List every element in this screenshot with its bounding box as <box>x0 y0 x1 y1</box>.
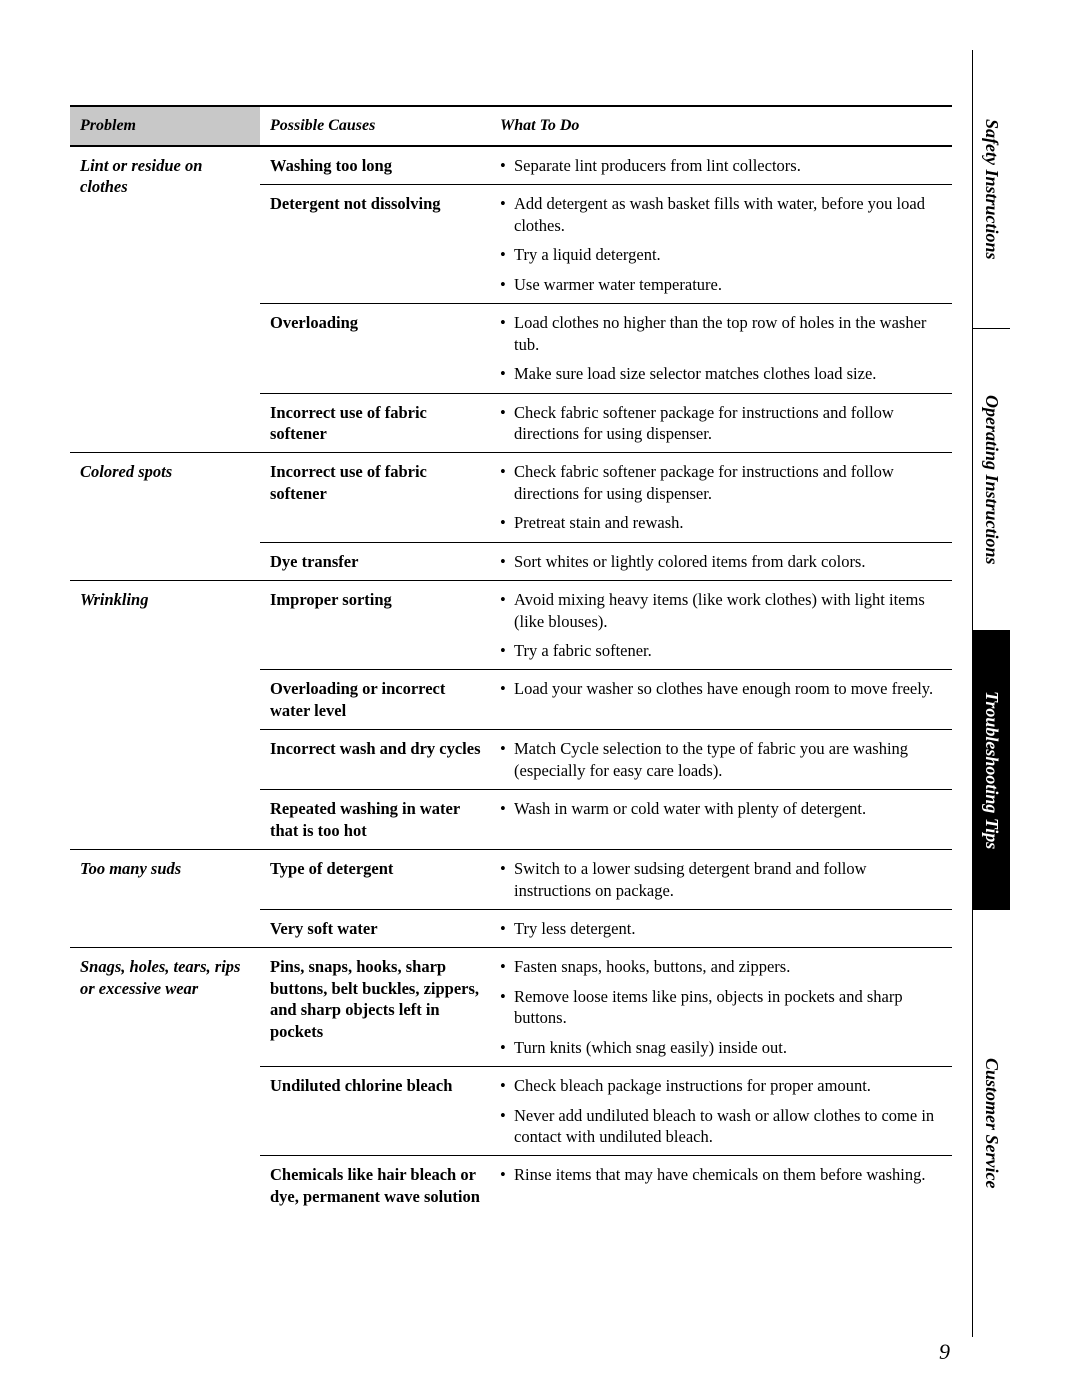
cause-cell: Type of detergent <box>260 850 490 910</box>
problem-cell: Wrinkling <box>70 581 260 850</box>
todo-item: Add detergent as wash basket fills with … <box>500 193 944 236</box>
todo-item: Try a liquid detergent. <box>500 244 944 265</box>
todo-list: Rinse items that may have chemicals on t… <box>500 1164 944 1185</box>
todo-list: Check fabric softener package for instru… <box>500 402 944 445</box>
todo-list: Wash in warm or cold water with plenty o… <box>500 798 944 819</box>
cause-cell: Improper sorting <box>260 581 490 670</box>
cause-cell: Washing too long <box>260 146 490 185</box>
cause-cell: Pins, snaps, hooks, sharp buttons, belt … <box>260 948 490 1067</box>
side-tabs: Safety Instructions Operating Instructio… <box>972 50 1010 1337</box>
todo-item: Try a fabric softener. <box>500 640 944 661</box>
todo-cell: Rinse items that may have chemicals on t… <box>490 1156 952 1215</box>
todo-cell: Sort whites or lightly colored items fro… <box>490 542 952 580</box>
todo-cell: Wash in warm or cold water with plenty o… <box>490 790 952 850</box>
todo-list: Load your washer so clothes have enough … <box>500 678 944 699</box>
todo-cell: Add detergent as wash basket fills with … <box>490 185 952 304</box>
table-header-row: Problem Possible Causes What To Do <box>70 106 952 146</box>
todo-list: Check bleach package instructions for pr… <box>500 1075 944 1147</box>
todo-item: Never add undiluted bleach to wash or al… <box>500 1105 944 1148</box>
table-row: Snags, holes, tears, rips or excessive w… <box>70 948 952 1067</box>
table-row: Colored spotsIncorrect use of fabric sof… <box>70 453 952 542</box>
table-row: Lint or residue on clothesWashing too lo… <box>70 146 952 185</box>
page-number: 9 <box>939 1339 950 1365</box>
todo-cell: Fasten snaps, hooks, buttons, and zipper… <box>490 948 952 1067</box>
todo-cell: Check fabric softener package for instru… <box>490 393 952 453</box>
todo-item: Match Cycle selection to the type of fab… <box>500 738 944 781</box>
todo-list: Sort whites or lightly colored items fro… <box>500 551 944 572</box>
cause-cell: Dye transfer <box>260 542 490 580</box>
cause-cell: Undiluted chlorine bleach <box>260 1067 490 1156</box>
cause-cell: Incorrect use of fabric softener <box>260 453 490 542</box>
problem-cell: Too many suds <box>70 850 260 948</box>
header-todo: What To Do <box>490 106 952 146</box>
todo-cell: Try less detergent. <box>490 909 952 947</box>
todo-item: Wash in warm or cold water with plenty o… <box>500 798 944 819</box>
todo-list: Check fabric softener package for instru… <box>500 461 944 533</box>
cause-cell: Chemicals like hair bleach or dye, perma… <box>260 1156 490 1215</box>
todo-item: Load your washer so clothes have enough … <box>500 678 944 699</box>
tab-troubleshooting-tips[interactable]: Troubleshooting Tips <box>973 631 1010 910</box>
todo-item: Make sure load size selector matches clo… <box>500 363 944 384</box>
todo-item: Separate lint producers from lint collec… <box>500 155 944 176</box>
todo-item: Load clothes no higher than the top row … <box>500 312 944 355</box>
todo-list: Switch to a lower sudsing detergent bran… <box>500 858 944 901</box>
todo-item: Fasten snaps, hooks, buttons, and zipper… <box>500 956 944 977</box>
todo-item: Remove loose items like pins, objects in… <box>500 986 944 1029</box>
cause-cell: Very soft water <box>260 909 490 947</box>
todo-list: Match Cycle selection to the type of fab… <box>500 738 944 781</box>
todo-item: Rinse items that may have chemicals on t… <box>500 1164 944 1185</box>
todo-cell: Match Cycle selection to the type of fab… <box>490 730 952 790</box>
cause-cell: Incorrect use of fabric softener <box>260 393 490 453</box>
todo-list: Add detergent as wash basket fills with … <box>500 193 944 295</box>
todo-cell: Check bleach package instructions for pr… <box>490 1067 952 1156</box>
todo-list: Fasten snaps, hooks, buttons, and zipper… <box>500 956 944 1058</box>
todo-list: Separate lint producers from lint collec… <box>500 155 944 176</box>
todo-item: Use warmer water temperature. <box>500 274 944 295</box>
cause-cell: Incorrect wash and dry cycles <box>260 730 490 790</box>
todo-cell: Avoid mixing heavy items (like work clot… <box>490 581 952 670</box>
cause-cell: Repeated washing in water that is too ho… <box>260 790 490 850</box>
todo-item: Pretreat stain and rewash. <box>500 512 944 533</box>
todo-cell: Load clothes no higher than the top row … <box>490 304 952 393</box>
cause-cell: Detergent not dissolving <box>260 185 490 304</box>
todo-cell: Switch to a lower sudsing detergent bran… <box>490 850 952 910</box>
todo-cell: Load your washer so clothes have enough … <box>490 670 952 730</box>
cause-cell: Overloading or incorrect water level <box>260 670 490 730</box>
tab-customer-service[interactable]: Customer Service <box>973 910 1010 1337</box>
table-row: WrinklingImproper sortingAvoid mixing he… <box>70 581 952 670</box>
problem-cell: Snags, holes, tears, rips or excessive w… <box>70 948 260 1215</box>
header-cause: Possible Causes <box>260 106 490 146</box>
todo-item: Check fabric softener package for instru… <box>500 402 944 445</box>
todo-item: Try less detergent. <box>500 918 944 939</box>
todo-item: Avoid mixing heavy items (like work clot… <box>500 589 944 632</box>
todo-item: Sort whites or lightly colored items fro… <box>500 551 944 572</box>
todo-item: Check fabric softener package for instru… <box>500 461 944 504</box>
table-row: Too many sudsType of detergentSwitch to … <box>70 850 952 910</box>
content-wrap: Problem Possible Causes What To Do Lint … <box>70 30 1010 1357</box>
header-problem: Problem <box>70 106 260 146</box>
todo-list: Try less detergent. <box>500 918 944 939</box>
todo-item: Switch to a lower sudsing detergent bran… <box>500 858 944 901</box>
main-content: Problem Possible Causes What To Do Lint … <box>70 30 972 1357</box>
todo-cell: Check fabric softener package for instru… <box>490 453 952 542</box>
todo-item: Turn knits (which snag easily) inside ou… <box>500 1037 944 1058</box>
cause-cell: Overloading <box>260 304 490 393</box>
todo-item: Check bleach package instructions for pr… <box>500 1075 944 1096</box>
todo-cell: Separate lint producers from lint collec… <box>490 146 952 185</box>
troubleshooting-table: Problem Possible Causes What To Do Lint … <box>70 105 952 1215</box>
tab-operating-instructions[interactable]: Operating Instructions <box>973 329 1010 631</box>
tab-safety-instructions[interactable]: Safety Instructions <box>973 50 1010 329</box>
problem-cell: Colored spots <box>70 453 260 581</box>
todo-list: Load clothes no higher than the top row … <box>500 312 944 384</box>
problem-cell: Lint or residue on clothes <box>70 146 260 453</box>
manual-page: Problem Possible Causes What To Do Lint … <box>0 0 1080 1397</box>
todo-list: Avoid mixing heavy items (like work clot… <box>500 589 944 661</box>
